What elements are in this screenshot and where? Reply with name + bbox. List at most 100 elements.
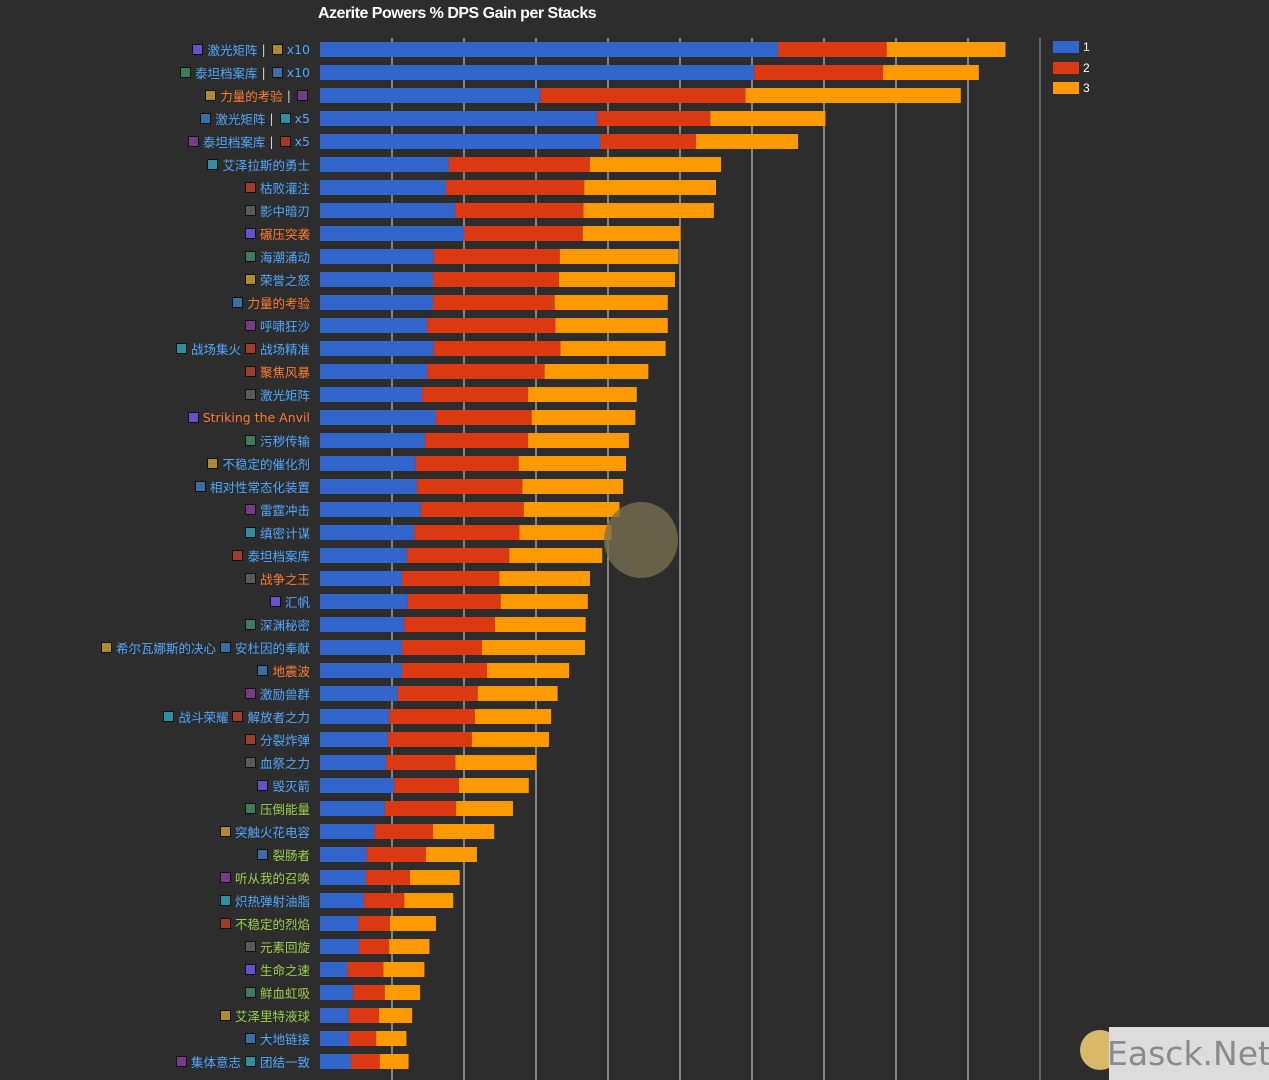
bar-segment-stack-1[interactable]: [320, 847, 367, 862]
bar-segment-stack-3[interactable]: [559, 272, 675, 287]
bar-segment-stack-2[interactable]: [394, 778, 459, 793]
bar-segment-stack-1[interactable]: [320, 1008, 349, 1023]
bar-segment-stack-1[interactable]: [320, 111, 598, 126]
bar-segment-stack-3[interactable]: [559, 249, 679, 264]
bar-segment-stack-3[interactable]: [523, 502, 620, 517]
bar-segment-stack-1[interactable]: [320, 686, 398, 701]
bar-segment-stack-1[interactable]: [320, 663, 403, 678]
bar-segment-stack-2[interactable]: [433, 341, 561, 356]
bar-segment-stack-2[interactable]: [347, 962, 384, 977]
bar-segment-stack-3[interactable]: [482, 640, 585, 655]
bar-segment-stack-1[interactable]: [320, 42, 778, 57]
bar-segment-stack-2[interactable]: [415, 456, 519, 471]
bar-segment-stack-2[interactable]: [387, 732, 472, 747]
bar-segment-stack-3[interactable]: [555, 318, 668, 333]
bar-segment-stack-1[interactable]: [320, 387, 423, 402]
bar-segment-stack-1[interactable]: [320, 180, 446, 195]
bar-segment-stack-2[interactable]: [464, 226, 583, 241]
bar-segment-stack-1[interactable]: [320, 870, 367, 885]
bar-segment-stack-1[interactable]: [320, 364, 428, 379]
bar-segment-stack-1[interactable]: [320, 709, 390, 724]
bar-segment-stack-1[interactable]: [320, 318, 428, 333]
bar-segment-stack-3[interactable]: [531, 410, 636, 425]
bar-segment-stack-3[interactable]: [544, 364, 649, 379]
bar-segment-stack-2[interactable]: [366, 847, 426, 862]
bar-segment-stack-3[interactable]: [455, 755, 537, 770]
bar-segment-stack-3[interactable]: [383, 962, 425, 977]
bar-segment-stack-1[interactable]: [320, 755, 387, 770]
bar-segment-stack-2[interactable]: [417, 479, 523, 494]
bar-segment-stack-3[interactable]: [494, 617, 586, 632]
bar-segment-stack-1[interactable]: [320, 134, 601, 149]
bar-segment-stack-2[interactable]: [402, 640, 482, 655]
bar-segment-stack-3[interactable]: [710, 111, 826, 126]
bar-segment-stack-1[interactable]: [320, 939, 359, 954]
bar-segment-stack-3[interactable]: [500, 594, 588, 609]
bar-segment-stack-2[interactable]: [407, 594, 501, 609]
bar-segment-stack-2[interactable]: [433, 295, 555, 310]
bar-segment-stack-1[interactable]: [320, 295, 434, 310]
bar-segment-stack-2[interactable]: [350, 1054, 380, 1069]
bar-segment-stack-1[interactable]: [320, 226, 464, 241]
bar-segment-stack-3[interactable]: [487, 663, 570, 678]
bar-segment-stack-3[interactable]: [389, 939, 430, 954]
bar-segment-stack-2[interactable]: [348, 1031, 377, 1046]
bar-segment-stack-1[interactable]: [320, 525, 415, 540]
bar-segment-stack-2[interactable]: [389, 709, 475, 724]
bar-segment-stack-2[interactable]: [402, 663, 488, 678]
bar-segment-stack-2[interactable]: [427, 318, 556, 333]
bar-segment-stack-1[interactable]: [320, 272, 434, 287]
bar-segment-stack-3[interactable]: [518, 456, 626, 471]
bar-segment-stack-2[interactable]: [540, 88, 746, 103]
bar-segment-stack-1[interactable]: [320, 594, 408, 609]
bar-segment-stack-1[interactable]: [320, 341, 434, 356]
legend-item-1[interactable]: 1: [1053, 37, 1090, 58]
bar-segment-stack-1[interactable]: [320, 732, 388, 747]
bar-segment-stack-2[interactable]: [404, 617, 495, 632]
bar-segment-stack-2[interactable]: [422, 387, 529, 402]
bar-segment-stack-2[interactable]: [446, 180, 585, 195]
bar-segment-stack-3[interactable]: [499, 571, 590, 586]
bar-segment-stack-3[interactable]: [410, 870, 460, 885]
bar-segment-stack-2[interactable]: [455, 203, 584, 218]
bar-segment-stack-3[interactable]: [477, 686, 558, 701]
bar-segment-stack-3[interactable]: [554, 295, 668, 310]
bar-segment-stack-1[interactable]: [320, 433, 426, 448]
legend-item-2[interactable]: 2: [1053, 58, 1090, 79]
bar-segment-stack-1[interactable]: [320, 778, 395, 793]
bar-segment-stack-3[interactable]: [695, 134, 799, 149]
bar-segment-stack-2[interactable]: [414, 525, 520, 540]
bar-segment-stack-3[interactable]: [456, 801, 513, 816]
bar-segment-stack-2[interactable]: [433, 249, 560, 264]
bar-segment-stack-3[interactable]: [379, 1054, 409, 1069]
bar-segment-stack-1[interactable]: [320, 1031, 349, 1046]
bar-segment-stack-3[interactable]: [560, 341, 666, 356]
bar-segment-stack-1[interactable]: [320, 502, 421, 517]
bar-segment-stack-3[interactable]: [883, 65, 979, 80]
bar-segment-stack-1[interactable]: [320, 962, 348, 977]
bar-segment-stack-2[interactable]: [597, 111, 711, 126]
bar-segment-stack-1[interactable]: [320, 640, 403, 655]
bar-segment-stack-3[interactable]: [458, 778, 529, 793]
bar-segment-stack-2[interactable]: [435, 410, 532, 425]
bar-segment-stack-1[interactable]: [320, 157, 449, 172]
bar-segment-stack-2[interactable]: [386, 755, 456, 770]
bar-segment-stack-3[interactable]: [582, 226, 681, 241]
bar-segment-stack-2[interactable]: [420, 502, 524, 517]
bar-segment-stack-1[interactable]: [320, 824, 375, 839]
legend-item-3[interactable]: 3: [1053, 78, 1090, 99]
bar-segment-stack-3[interactable]: [519, 525, 612, 540]
bar-segment-stack-3[interactable]: [528, 387, 637, 402]
bar-segment-stack-2[interactable]: [433, 272, 560, 287]
bar-segment-stack-2[interactable]: [358, 916, 390, 931]
bar-segment-stack-2[interactable]: [374, 824, 434, 839]
bar-segment-stack-3[interactable]: [584, 180, 716, 195]
bar-segment-stack-2[interactable]: [425, 433, 529, 448]
bar-segment-stack-3[interactable]: [886, 42, 1006, 57]
bar-segment-stack-3[interactable]: [471, 732, 549, 747]
bar-segment-stack-2[interactable]: [448, 157, 590, 172]
bar-segment-stack-2[interactable]: [363, 893, 405, 908]
bar-segment-stack-2[interactable]: [358, 939, 390, 954]
bar-segment-stack-1[interactable]: [320, 893, 364, 908]
bar-segment-stack-3[interactable]: [509, 548, 603, 563]
